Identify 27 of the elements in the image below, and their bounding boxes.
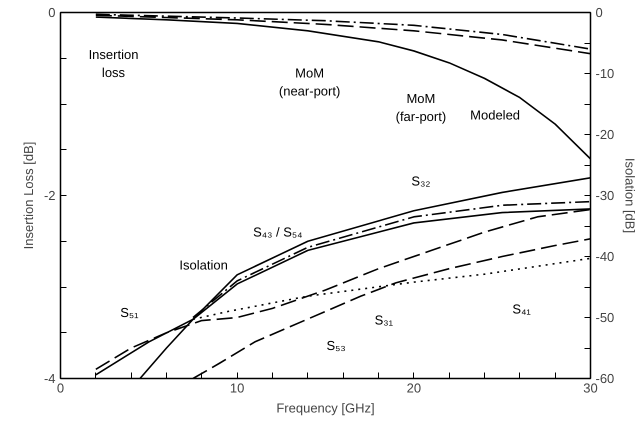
- annotation: MoM (near-port): [278, 66, 340, 99]
- annotation: Insertion loss: [88, 47, 138, 80]
- x-tick-label: 30: [583, 380, 598, 396]
- y2-tick-label: 0: [596, 5, 603, 20]
- annotation: Isolation: [179, 258, 228, 273]
- y-tick-label: 0: [48, 5, 56, 20]
- annotation: S₃₂: [411, 173, 430, 188]
- x-tick-label: 20: [406, 380, 422, 396]
- x-axis-title: Frequency [GHz]: [276, 400, 375, 416]
- y2-tick-label: -20: [596, 127, 614, 142]
- y2-tick-label: -50: [596, 310, 614, 325]
- annotation: S₃₁: [374, 312, 394, 328]
- y2-tick-label: -10: [596, 66, 614, 81]
- annotation: S₅₃: [326, 338, 346, 354]
- y2-tick-label: -60: [596, 371, 614, 386]
- y2-tick-label: -30: [596, 188, 614, 203]
- y-tick-label: -2: [44, 188, 56, 203]
- annotation: S₄₃ / S₅₄: [253, 224, 302, 240]
- annotation: S₄₁: [512, 301, 532, 316]
- y-tick-label: -4: [44, 371, 56, 386]
- y2-axis-title: Isolation [dB]: [622, 158, 638, 234]
- x-tick-label: 10: [230, 380, 244, 396]
- annotation: Modeled: [470, 107, 520, 122]
- y2-tick-label: -40: [596, 249, 614, 264]
- annotation: MoM (far-port): [396, 91, 446, 124]
- annotation: S₅₁: [120, 305, 140, 320]
- y-axis-title: Insertion Loss [dB]: [20, 142, 36, 250]
